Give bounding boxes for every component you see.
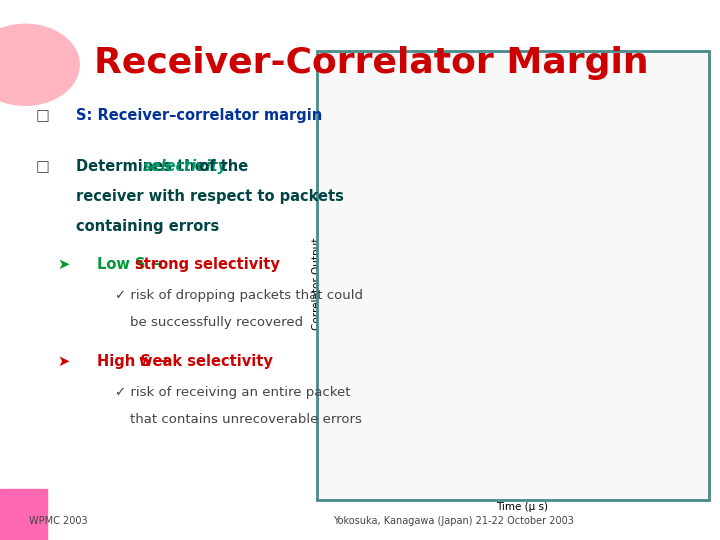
Text: ): )	[529, 119, 532, 128]
Text: strong selectivity: strong selectivity	[135, 256, 279, 272]
Text: ✓ risk of receiving an entire packet: ✓ risk of receiving an entire packet	[115, 386, 351, 399]
Text: containing errors: containing errors	[76, 219, 219, 234]
Text: WPMC 2003: WPMC 2003	[29, 516, 87, 526]
Text: receiver with respect to packets: receiver with respect to packets	[76, 189, 343, 204]
Text: Yokosuka, Kanagawa (Japan) 21-22 October 2003: Yokosuka, Kanagawa (Japan) 21-22 October…	[333, 516, 574, 526]
Text: S: Receiver–correlator margin: S: Receiver–correlator margin	[76, 108, 322, 123]
Text: selectivity: selectivity	[143, 159, 228, 174]
Text: of the: of the	[194, 159, 248, 174]
Text: AC check successful (AC: AC check successful (AC	[374, 119, 476, 128]
Text: be successfully recovered: be successfully recovered	[130, 316, 302, 329]
Text: er: er	[508, 186, 515, 191]
Text: ): )	[517, 185, 521, 194]
Y-axis label: Correlator Output: Correlator Output	[312, 237, 323, 330]
Text: ok: ok	[521, 120, 528, 126]
Text: weak selectivity: weak selectivity	[140, 354, 273, 369]
Title: Access Code Reception: Access Code Reception	[454, 73, 590, 86]
Text: ✓ risk of dropping packets that could: ✓ risk of dropping packets that could	[115, 289, 363, 302]
Text: □: □	[36, 159, 50, 174]
Text: High S →: High S →	[97, 354, 174, 369]
Text: Low S →: Low S →	[97, 256, 168, 272]
Text: □: □	[36, 108, 50, 123]
Text: that contains unrecoverable errors: that contains unrecoverable errors	[130, 413, 361, 426]
Text: AC check error (AC: AC check error (AC	[394, 185, 480, 194]
Text: ➤: ➤	[58, 354, 70, 369]
Text: S: Receiver-Correlator Margin: S: Receiver-Correlator Margin	[586, 122, 698, 131]
Text: Receiver-Correlator Margin: Receiver-Correlator Margin	[94, 46, 648, 80]
Text: Determines the: Determines the	[76, 159, 210, 174]
X-axis label: Time (μ s): Time (μ s)	[496, 502, 548, 512]
Text: ➤: ➤	[58, 256, 70, 272]
